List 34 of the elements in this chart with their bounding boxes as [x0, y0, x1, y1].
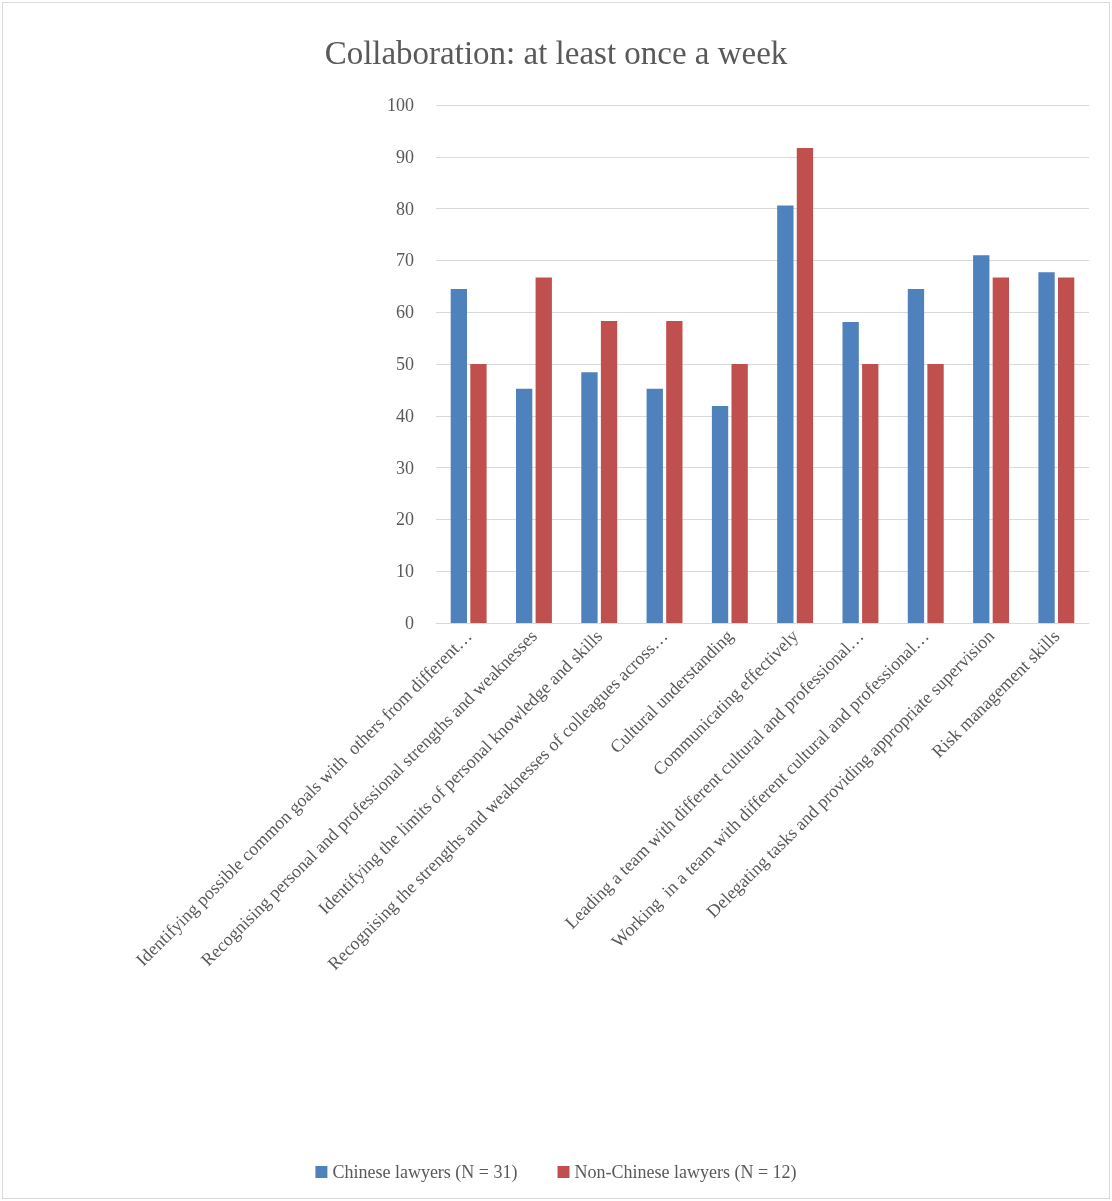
y-tick-label: 0 [405, 613, 414, 633]
y-tick-label: 100 [387, 95, 414, 115]
bar [731, 364, 748, 623]
bar [646, 388, 663, 623]
y-tick-label: 80 [396, 198, 414, 219]
y-tick-label: 70 [396, 250, 414, 271]
y-tick-label: 30 [396, 457, 414, 478]
bar [711, 405, 729, 623]
bar [842, 322, 859, 623]
bar [907, 288, 925, 623]
bar [450, 288, 468, 623]
bar [927, 364, 944, 623]
y-tick-label: 20 [396, 509, 414, 530]
bar [1057, 277, 1075, 623]
bar [515, 388, 533, 623]
bar [470, 364, 487, 623]
y-tick-label: 10 [396, 561, 414, 582]
bar [600, 321, 618, 623]
y-tick-label: 40 [396, 405, 414, 426]
y-tick-label: 50 [396, 354, 414, 374]
bar [535, 277, 552, 623]
legend-label: Non-Chinese lawyers (N = 12) [574, 1162, 797, 1183]
chart-title: Collaboration: at least once a week [324, 34, 788, 71]
bar [666, 321, 683, 623]
bar [1038, 272, 1055, 623]
bar [796, 147, 814, 623]
y-tick-label: 90 [396, 146, 414, 167]
y-tick-label: 60 [396, 302, 414, 323]
bar [581, 372, 598, 623]
bar [862, 364, 879, 623]
legend-label: Chinese lawyers (N = 31) [332, 1162, 518, 1183]
bar [973, 255, 990, 623]
bar [777, 205, 794, 623]
bar [992, 277, 1010, 623]
